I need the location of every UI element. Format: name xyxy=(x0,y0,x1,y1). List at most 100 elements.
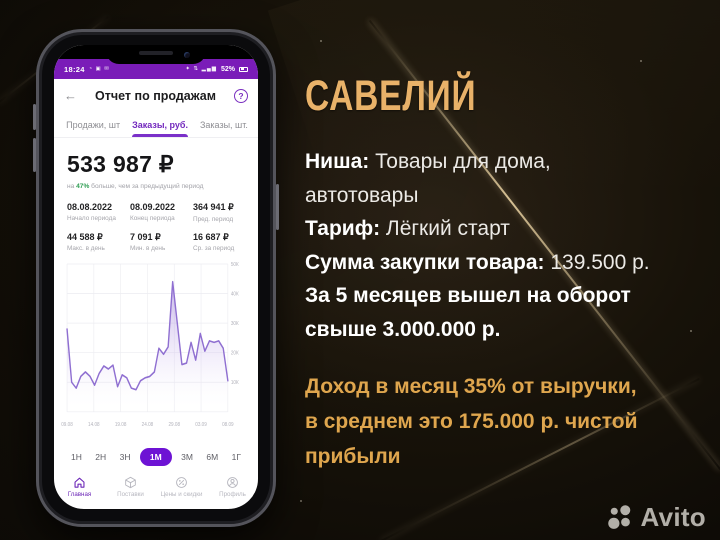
battery-percent: 52% xyxy=(220,65,235,73)
avito-logo-text: Avito xyxy=(640,502,706,532)
tab-orders-qty[interactable]: Заказы, шт. xyxy=(199,119,248,130)
income-highlight-block: Доход в месяц 35% от выручки, в среднем … xyxy=(305,369,711,474)
stat-cell: 44 588 ₽ Макс. в день xyxy=(67,232,130,253)
period-selector: 1Н 2Н 3Н 1М 3М 6М 1Г xyxy=(54,447,258,472)
clock: 18:24 xyxy=(64,64,85,74)
income-line-3: прибыли xyxy=(305,445,401,468)
nav-label: Поставки xyxy=(117,491,144,498)
stat-label: Ср. за период xyxy=(193,245,235,252)
purchase-line: Сумма закупки товара: 139.500 р. xyxy=(305,246,711,280)
star-dot xyxy=(640,60,642,62)
delta-suffix: больше, чем за предыдущий период xyxy=(89,183,204,190)
back-arrow-icon[interactable]: ← xyxy=(64,88,77,103)
turnover-text-1: За 5 месяцев вышел на оборот xyxy=(305,284,631,307)
svg-text:40К: 40К xyxy=(231,291,239,297)
svg-text:14.08: 14.08 xyxy=(88,422,100,428)
svg-text:50К: 50К xyxy=(231,262,239,268)
nav-item-home[interactable]: Главная xyxy=(54,476,105,498)
avito-logo-icon xyxy=(608,505,631,529)
app-header: ← Отчет по продажам ? xyxy=(54,79,258,112)
svg-text:30К: 30К xyxy=(231,321,239,327)
front-camera xyxy=(184,52,190,58)
star-dot xyxy=(300,500,302,502)
period-1w[interactable]: 1Н xyxy=(71,452,82,462)
stat-value: 08.08.2022 xyxy=(67,202,113,212)
stat-label: Мин. в день xyxy=(130,245,166,252)
stat-cell: 16 687 ₽ Ср. за период xyxy=(193,232,252,253)
person-name-title: САВЕЛИЙ xyxy=(305,72,477,120)
niche-value-2: автотовары xyxy=(305,183,419,207)
profile-icon xyxy=(227,477,238,488)
tab-orders-rub[interactable]: Заказы, руб. xyxy=(132,112,188,137)
svg-text:03.09: 03.09 xyxy=(195,422,207,428)
stat-cell: 08.08.2022 Начало периода xyxy=(67,202,130,223)
turnover-line-1: За 5 месяцев вышел на оборот xyxy=(305,279,711,313)
delta-text: на 47% больше, чем за предыдущий период xyxy=(67,183,246,190)
status-right-icons: ✦ ⇅ ▂▄▆ xyxy=(185,66,217,72)
period-3m[interactable]: 3М xyxy=(181,452,193,462)
status-left-icons: ◔ ▣ ✉ xyxy=(88,66,110,72)
stat-value: 08.09.2022 xyxy=(130,202,176,212)
nav-item-prices[interactable]: Цены и скидки xyxy=(156,476,207,498)
nav-label: Профиль xyxy=(219,491,246,498)
period-3w[interactable]: 3Н xyxy=(119,452,131,462)
stat-label: Конец периода xyxy=(130,214,175,222)
purchase-label: Сумма закупки товара: xyxy=(305,250,545,274)
report-tabs: б Продажи, шт Заказы, руб. Заказы, шт. xyxy=(54,112,258,138)
avito-watermark: Avito xyxy=(607,502,706,533)
nav-label: Цены и скидки xyxy=(160,491,203,498)
period-1m[interactable]: 1М xyxy=(139,448,172,466)
period-6m[interactable]: 6М xyxy=(206,452,219,462)
nav-item-supplies[interactable]: Поставки xyxy=(105,476,156,498)
stat-cell: 364 941 ₽ Пред. период xyxy=(193,202,252,223)
stat-label: Пред. период xyxy=(193,215,234,223)
stat-value: 44 588 ₽ xyxy=(67,231,103,242)
volume-down-button xyxy=(33,138,36,172)
svg-text:20К: 20К xyxy=(231,350,239,356)
period-2w[interactable]: 2Н xyxy=(95,452,107,462)
testimonial-panel: САВЕЛИЙ Ниша: Товары для дома, автотовар… xyxy=(305,72,711,474)
stat-label: Начало периода xyxy=(67,214,116,222)
tariff-value: Лёгкий старт xyxy=(380,217,510,240)
niche-label: Ниша: xyxy=(305,150,370,173)
help-icon[interactable]: ? xyxy=(234,88,248,103)
svg-text:24.08: 24.08 xyxy=(142,422,154,428)
niche-line-2: автотовары xyxy=(305,179,711,213)
svg-text:29.08: 29.08 xyxy=(168,422,180,428)
box-icon xyxy=(125,476,136,489)
discount-icon xyxy=(176,477,187,488)
stat-cell: 08.09.2022 Конец периода xyxy=(130,202,193,223)
bottom-nav: Главная Поставки Цены и скидки Профиль xyxy=(54,472,258,509)
phone-mockup: 18:24 ◔ ▣ ✉ ✦ ⇅ ▂▄▆ 52% ← Отчет по прода… xyxy=(33,29,279,527)
stat-value: 16 687 ₽ xyxy=(193,231,229,242)
summary-block: 533 987 ₽ на 47% больше, чем за предыдущ… xyxy=(54,138,258,190)
page-title: Отчет по продажам xyxy=(95,88,216,103)
svg-text:10К: 10К xyxy=(231,380,239,386)
purchase-value: 139.500 р. xyxy=(544,250,650,274)
niche-value: Товары для дома, xyxy=(369,150,551,173)
nav-item-profile[interactable]: Профиль xyxy=(207,476,258,498)
tariff-label: Тариф: xyxy=(305,217,381,240)
volume-up-button xyxy=(33,104,36,130)
delta-prefix: на xyxy=(67,183,77,190)
stat-cell: 7 091 ₽ Мин. в день xyxy=(130,232,193,253)
turnover-line-2: свыше 3.000.000 р. xyxy=(305,313,711,347)
stat-label: Макс. в день xyxy=(67,245,105,252)
total-amount: 533 987 ₽ xyxy=(67,151,174,177)
income-line-1: Доход в месяц 35% от выручки, xyxy=(305,375,637,398)
period-1y[interactable]: 1Г xyxy=(231,452,241,462)
income-line-2: в среднем это 175.000 р. чистой xyxy=(305,410,638,433)
home-icon xyxy=(74,477,85,488)
stat-value: 364 941 ₽ xyxy=(193,202,234,212)
nav-label: Главная xyxy=(67,491,92,498)
phone-notch xyxy=(106,45,206,64)
tab-sales-qty[interactable]: Продажи, шт xyxy=(66,119,121,130)
svg-text:09.08: 09.08 xyxy=(61,422,73,428)
turnover-text-2: свыше 3.000.000 р. xyxy=(305,317,501,341)
tariff-line: Тариф: Лёгкий старт xyxy=(305,212,711,246)
svg-text:08.09: 08.09 xyxy=(222,422,234,428)
sales-area-chart[interactable]: 09.08 14.08 19.08 24.08 29.08 03.09 08.09 50К 40… xyxy=(61,257,256,447)
power-button xyxy=(276,184,279,230)
star-dot xyxy=(690,330,692,332)
niche-line: Ниша: Товары для дома, xyxy=(305,145,711,179)
